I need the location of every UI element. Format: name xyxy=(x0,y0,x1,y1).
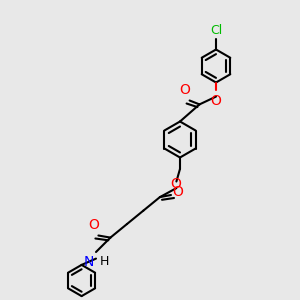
Text: O: O xyxy=(88,218,99,232)
Text: O: O xyxy=(170,177,181,191)
Text: O: O xyxy=(211,94,221,108)
Text: N: N xyxy=(84,255,94,269)
Text: H: H xyxy=(100,255,110,268)
Text: O: O xyxy=(180,82,190,97)
Text: O: O xyxy=(172,185,183,200)
Text: Cl: Cl xyxy=(210,24,222,37)
